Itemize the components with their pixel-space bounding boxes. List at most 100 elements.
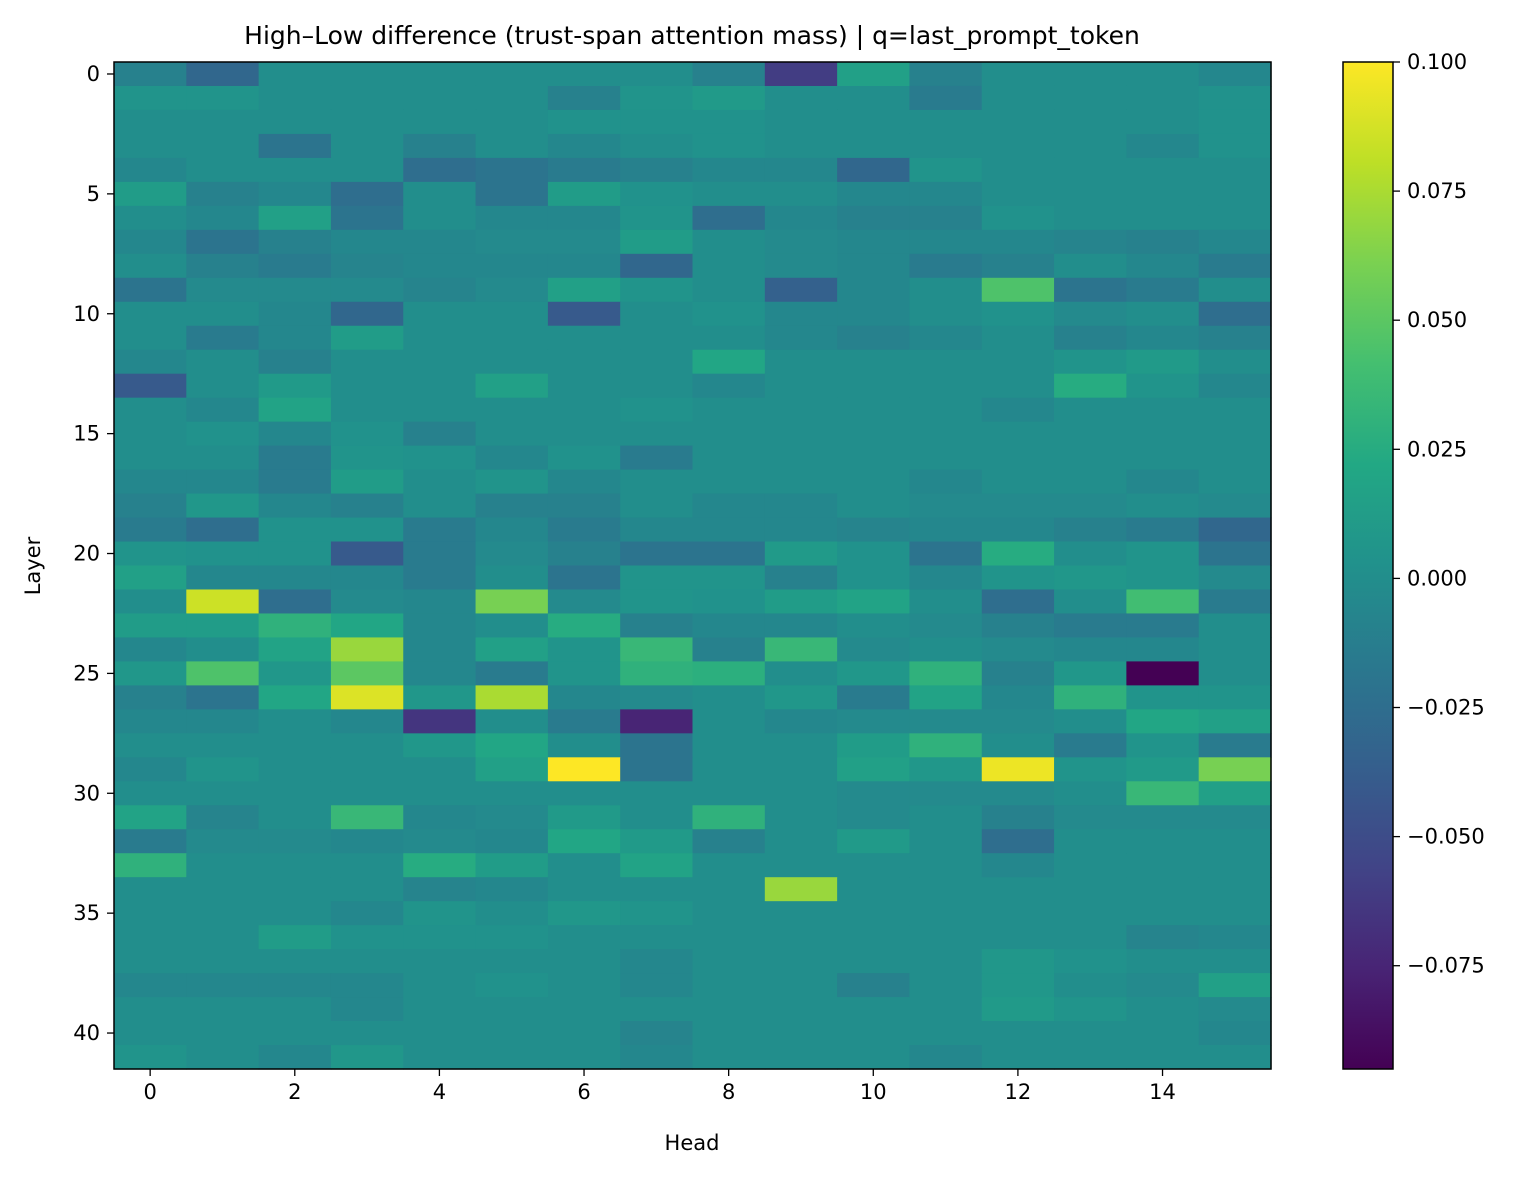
heatmap-cell (114, 133, 187, 159)
heatmap-cell (909, 877, 983, 902)
heatmap-cell (909, 517, 983, 543)
heatmap-cell (692, 469, 766, 495)
heatmap-cell (837, 997, 911, 1022)
heatmap-cell (1198, 709, 1272, 734)
heatmap-cell (837, 277, 911, 303)
heatmap-cell (981, 973, 1055, 998)
heatmap-cell (547, 229, 621, 255)
heatmap-cell (330, 229, 404, 255)
heatmap-cell (186, 661, 260, 686)
colorbar-gradient (1342, 61, 1394, 1070)
heatmap-cell (330, 85, 404, 111)
heatmap-cell (330, 62, 404, 87)
heatmap-cell (114, 373, 187, 399)
heatmap-cell (837, 973, 911, 998)
heatmap-cell (330, 181, 404, 207)
heatmap-cell (1054, 661, 1127, 686)
heatmap-cell (692, 133, 766, 159)
heatmap-cell (837, 397, 911, 423)
heatmap-cell (1054, 373, 1127, 399)
heatmap-cell (981, 205, 1055, 231)
heatmap-cell (620, 709, 694, 734)
heatmap-cell (547, 1045, 621, 1070)
heatmap-cell (1198, 229, 1272, 255)
x-tick-label: 2 (288, 1080, 301, 1104)
heatmap-cell (837, 517, 911, 543)
heatmap-cell (837, 349, 911, 375)
heatmap-cell (981, 781, 1055, 806)
heatmap-cell (475, 757, 549, 782)
heatmap-cell (692, 397, 766, 423)
heatmap-cell (1126, 469, 1200, 495)
heatmap-cell (330, 325, 404, 351)
heatmap-cell (1198, 157, 1272, 183)
heatmap-cell (186, 757, 260, 782)
heatmap-cell (114, 637, 187, 663)
heatmap-cell (547, 565, 621, 591)
heatmap-cell (764, 829, 838, 854)
x-tick-label: 14 (1149, 1080, 1176, 1104)
heatmap-cell (692, 181, 766, 207)
heatmap-cell (981, 277, 1055, 303)
heatmap-cell (403, 517, 477, 543)
heatmap-cell (1198, 541, 1272, 567)
heatmap-cell (186, 205, 260, 231)
colorbar-tick-label: 0.100 (1407, 50, 1467, 74)
colorbar-tick-label: 0.025 (1407, 437, 1467, 461)
heatmap-cell (547, 877, 621, 902)
heatmap-cell (258, 133, 332, 159)
y-tick-label: 10 (73, 302, 100, 326)
heatmap-cell (114, 541, 187, 567)
heatmap-cell (258, 301, 332, 327)
heatmap-cell (258, 1045, 332, 1070)
heatmap-cell (330, 805, 404, 830)
heatmap-cell (620, 493, 694, 519)
heatmap-cell (258, 469, 332, 495)
heatmap-cell (620, 613, 694, 639)
heatmap-cell (764, 397, 838, 423)
heatmap-cell (692, 949, 766, 974)
heatmap-cell (114, 757, 187, 782)
heatmap-cell (1126, 805, 1200, 830)
heatmap-cell (837, 1045, 911, 1070)
heatmap-cell (475, 421, 549, 447)
heatmap-cell (258, 973, 332, 998)
heatmap-cell (475, 1021, 549, 1046)
heatmap-cell (547, 373, 621, 399)
heatmap-cell (620, 85, 694, 111)
heatmap-cell (547, 349, 621, 375)
heatmap-cell (764, 85, 838, 111)
heatmap-cell (764, 469, 838, 495)
heatmap-cell (258, 253, 332, 279)
heatmap-cell (547, 589, 621, 615)
heatmap-cell (547, 757, 621, 782)
heatmap-cell (330, 901, 404, 926)
heatmap-cell (1198, 829, 1272, 854)
heatmap-cell (403, 949, 477, 974)
heatmap-cell (258, 421, 332, 447)
heatmap-cell (330, 493, 404, 519)
heatmap-cell (114, 877, 187, 902)
heatmap-cell (981, 997, 1055, 1022)
heatmap-cell (114, 62, 187, 87)
x-tick-label: 12 (1005, 1080, 1032, 1104)
heatmap-cell (1054, 301, 1127, 327)
heatmap-cell (186, 421, 260, 447)
heatmap-cell (403, 301, 477, 327)
heatmap-cell (330, 253, 404, 279)
heatmap-cell (837, 373, 911, 399)
heatmap-cell (547, 661, 621, 686)
heatmap-cell (547, 109, 621, 135)
y-tick-label: 30 (73, 781, 100, 805)
heatmap-cell (403, 62, 477, 87)
heatmap-cell (475, 373, 549, 399)
heatmap-cell (909, 373, 983, 399)
heatmap-cell (1198, 757, 1272, 782)
heatmap-cell (403, 85, 477, 111)
heatmap-cell (837, 133, 911, 159)
heatmap-cell (1126, 229, 1200, 255)
heatmap-cell (692, 109, 766, 135)
heatmap-cell (1126, 493, 1200, 519)
heatmap-cell (620, 997, 694, 1022)
heatmap-cell (186, 517, 260, 543)
